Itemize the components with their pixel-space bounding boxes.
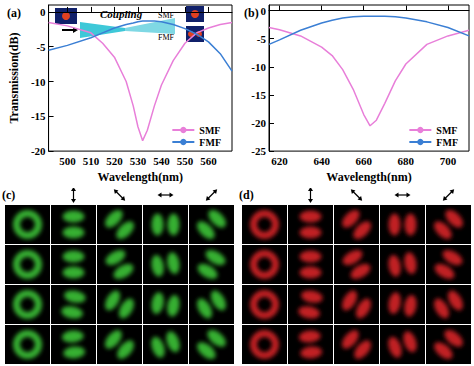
svg-text:(c): (c) <box>2 188 15 202</box>
svg-text:FMF: FMF <box>158 33 175 42</box>
svg-text:-10: -10 <box>31 76 46 88</box>
svg-text:-20: -20 <box>251 117 266 129</box>
svg-text:-15: -15 <box>31 110 46 122</box>
svg-text:560: 560 <box>200 155 217 167</box>
svg-text:520: 520 <box>106 155 123 167</box>
svg-text:Transmission(dB): Transmission(dB) <box>7 32 21 123</box>
svg-text:SMF: SMF <box>199 125 220 136</box>
svg-text:620: 620 <box>271 155 288 167</box>
svg-text:SMF: SMF <box>158 11 175 20</box>
svg-text:-10: -10 <box>251 61 266 73</box>
svg-text:700: 700 <box>440 155 457 167</box>
svg-text:530: 530 <box>130 155 147 167</box>
svg-text:680: 680 <box>398 155 415 167</box>
svg-text:0: 0 <box>40 6 46 18</box>
svg-text:-5: -5 <box>36 41 46 53</box>
svg-text:660: 660 <box>355 155 372 167</box>
svg-text:500: 500 <box>59 155 76 167</box>
svg-text:FMF: FMF <box>436 137 458 148</box>
svg-text:(a): (a) <box>7 6 21 20</box>
svg-text:510: 510 <box>83 155 100 167</box>
svg-text:540: 540 <box>153 155 170 167</box>
svg-text:Wavelength(nm): Wavelength(nm) <box>326 170 411 184</box>
svg-text:Wavelength(nm): Wavelength(nm) <box>98 170 183 184</box>
svg-text:SMF: SMF <box>436 125 457 136</box>
svg-text:640: 640 <box>313 155 330 167</box>
svg-text:0: 0 <box>261 5 267 17</box>
svg-text:(b): (b) <box>244 6 259 20</box>
svg-text:-5: -5 <box>257 33 267 45</box>
svg-text:-25: -25 <box>251 145 266 157</box>
svg-text:-15: -15 <box>251 89 266 101</box>
svg-text:(d): (d) <box>239 188 254 202</box>
svg-text:Coupling: Coupling <box>100 8 143 20</box>
svg-text:FMF: FMF <box>199 137 221 148</box>
svg-text:-20: -20 <box>31 145 46 157</box>
svg-text:550: 550 <box>177 155 194 167</box>
